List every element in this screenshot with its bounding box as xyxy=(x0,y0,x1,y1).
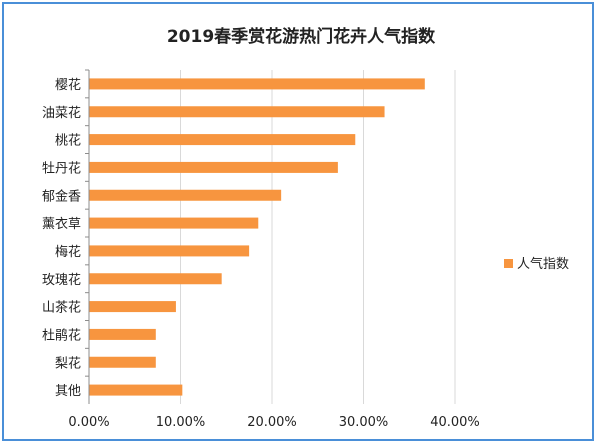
category-label: 梅花 xyxy=(55,244,81,260)
x-tick-label: 40.00% xyxy=(430,415,480,430)
bar xyxy=(89,217,259,229)
bar-chart: 2019春季赏花游热门花卉人气指数 樱花油菜花桃花牡丹花郁金香薰衣草梅花玫瑰花山… xyxy=(42,26,569,430)
category-label: 其他 xyxy=(55,384,81,399)
bars xyxy=(85,69,425,396)
category-label: 山茶花 xyxy=(42,300,81,316)
bar xyxy=(89,384,183,396)
bar xyxy=(89,245,250,257)
x-tick-label: 0.00% xyxy=(68,415,109,430)
bar xyxy=(89,161,338,173)
legend-label: 人气指数 xyxy=(517,256,569,272)
bar xyxy=(89,356,156,368)
bar xyxy=(89,273,222,285)
category-label: 油菜花 xyxy=(42,105,81,121)
x-tick-labels: 0.00% 10.00% 20.00% 30.00% 40.00% xyxy=(68,415,479,430)
category-label: 玫瑰花 xyxy=(42,272,81,288)
chart-frame: 2019春季赏花游热门花卉人气指数 樱花油菜花桃花牡丹花郁金香薰衣草梅花玫瑰花山… xyxy=(2,2,594,441)
bar xyxy=(89,134,356,146)
bar xyxy=(89,328,156,340)
legend: 人气指数 xyxy=(504,256,569,272)
bar xyxy=(89,301,176,313)
grid-lines xyxy=(180,70,456,404)
x-tick-label: 10.00% xyxy=(156,415,206,430)
category-label: 薰衣草 xyxy=(42,216,81,232)
x-tick-label: 30.00% xyxy=(339,415,389,430)
x-tick-label: 20.00% xyxy=(247,415,297,430)
bar xyxy=(89,78,425,90)
bar xyxy=(89,189,282,201)
category-label: 牡丹花 xyxy=(42,160,81,176)
category-label: 杜鹃花 xyxy=(42,327,81,343)
category-label: 桃花 xyxy=(55,133,81,149)
chart-title: 2019春季赏花游热门花卉人气指数 xyxy=(167,26,436,47)
category-label: 郁金香 xyxy=(42,188,81,204)
legend-swatch xyxy=(504,259,513,268)
category-label: 梨花 xyxy=(55,355,81,371)
category-label: 樱花 xyxy=(55,77,81,93)
bar xyxy=(89,106,385,118)
